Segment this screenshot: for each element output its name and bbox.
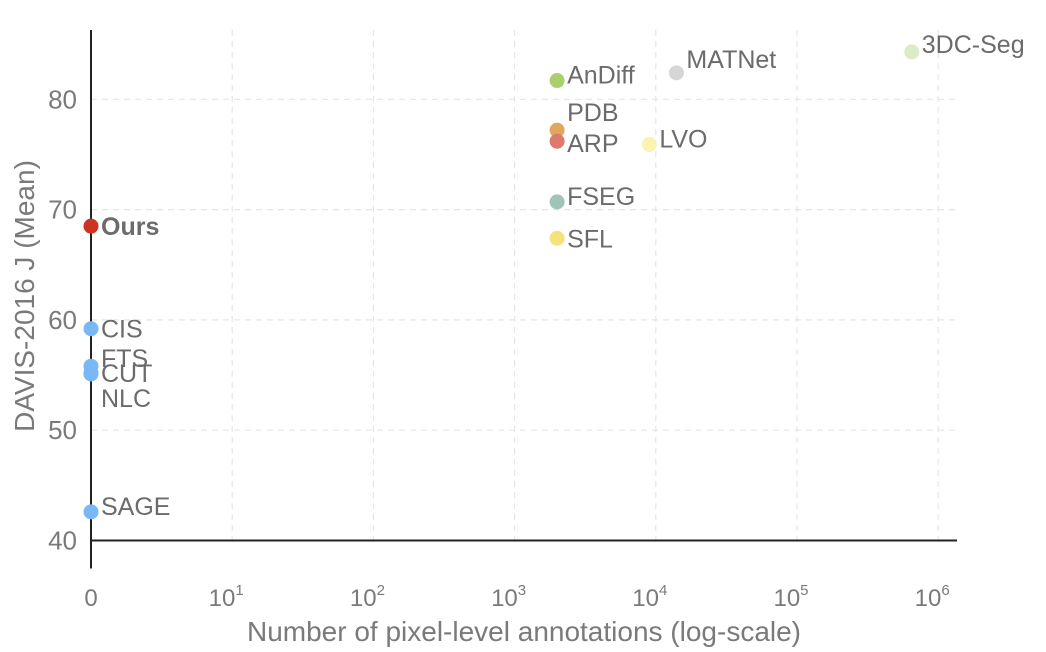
point-label: LVO xyxy=(659,126,707,154)
y-tick-label: 60 xyxy=(48,305,77,335)
point-label: FTS xyxy=(101,345,148,373)
y-axis-title: DAVIS-2016 J (Mean) xyxy=(9,160,40,432)
x-tick-label: 102 xyxy=(350,582,385,612)
data-point xyxy=(549,230,565,246)
data-point xyxy=(549,122,565,138)
point-label: 3DC-Seg xyxy=(922,31,1025,59)
point-label: AnDiff xyxy=(567,62,635,90)
point-label: NLC xyxy=(101,385,151,413)
data-point xyxy=(83,366,99,382)
data-point xyxy=(549,133,565,149)
point-label: CIS xyxy=(101,316,143,344)
point-label: FSEG xyxy=(567,183,635,211)
data-point xyxy=(83,321,99,337)
point-label: CUT xyxy=(101,360,152,388)
grid-layer xyxy=(91,30,957,541)
point-label: ARP xyxy=(567,130,618,158)
data-point xyxy=(904,44,920,60)
data-point xyxy=(83,504,99,520)
x-tick-label: 106 xyxy=(915,582,950,612)
y-tick-label: 50 xyxy=(48,415,77,445)
data-point xyxy=(668,65,684,81)
point-label: SAGE xyxy=(101,493,170,521)
x-axis-title: Number of pixel-level annotations (log-s… xyxy=(247,616,801,647)
point-label: Ours xyxy=(101,213,159,241)
axes-layer: 40 50 60 70 80 0 101 102 103 104 105 106 xyxy=(48,30,957,612)
point-label: PDB xyxy=(567,99,618,127)
data-point xyxy=(549,194,565,210)
y-tick-label: 70 xyxy=(48,195,77,225)
data-point xyxy=(83,218,99,234)
points-layer xyxy=(83,44,920,520)
x-tick-label: 103 xyxy=(491,582,526,612)
y-tick-label: 80 xyxy=(48,84,77,114)
x-tick-label: 104 xyxy=(632,582,667,612)
data-point xyxy=(641,137,657,153)
x-tick-label: 105 xyxy=(773,582,808,612)
x-tick-label: 0 xyxy=(84,585,97,612)
point-label: MATNet xyxy=(686,46,776,74)
data-point xyxy=(549,73,565,89)
x-tick-label: 101 xyxy=(209,582,244,612)
y-tick-label: 40 xyxy=(48,526,77,556)
point-label: SFL xyxy=(567,225,613,253)
